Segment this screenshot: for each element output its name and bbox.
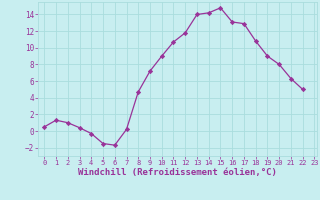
X-axis label: Windchill (Refroidissement éolien,°C): Windchill (Refroidissement éolien,°C): [78, 168, 277, 177]
